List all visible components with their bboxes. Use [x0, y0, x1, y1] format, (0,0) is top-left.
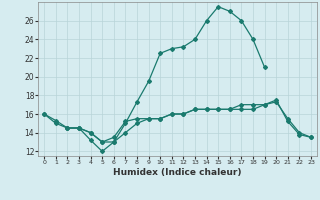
X-axis label: Humidex (Indice chaleur): Humidex (Indice chaleur)	[113, 168, 242, 177]
